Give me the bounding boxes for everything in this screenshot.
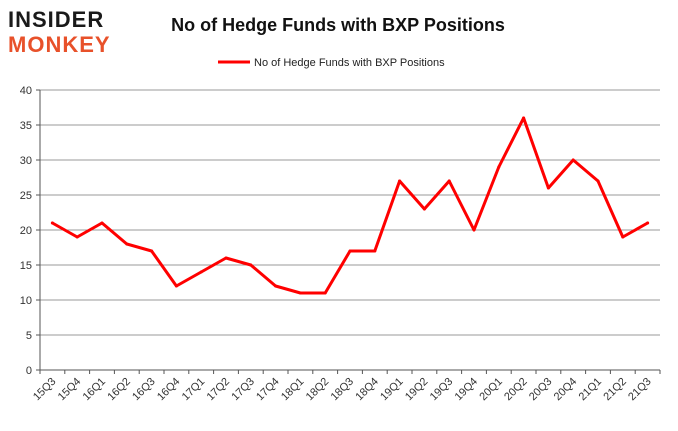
data-point xyxy=(274,284,278,288)
data-point xyxy=(571,158,575,162)
y-tick-labels: 0 5 10 15 20 25 30 35 40 xyxy=(20,85,32,377)
y-tick-label: 5 xyxy=(26,330,32,342)
data-point xyxy=(323,291,327,295)
data-point xyxy=(497,165,501,169)
data-point xyxy=(621,235,625,239)
x-tick-label: 19Q4 xyxy=(453,376,481,404)
y-tick-label: 20 xyxy=(20,225,32,237)
series-line xyxy=(50,116,650,295)
data-point xyxy=(75,235,79,239)
x-tick-label: 18Q4 xyxy=(353,376,381,404)
logo-line-1: INSIDER xyxy=(8,7,104,32)
y-tick-label: 35 xyxy=(20,120,32,132)
x-tick-label: 21Q2 xyxy=(601,376,629,404)
data-point xyxy=(224,256,228,260)
x-tick-label: 21Q1 xyxy=(577,376,605,404)
data-point xyxy=(373,249,377,253)
x-tick-label: 19Q3 xyxy=(428,376,456,404)
data-point xyxy=(125,242,129,246)
data-point xyxy=(447,179,451,183)
y-tick-label: 30 xyxy=(20,155,32,167)
data-point xyxy=(646,221,650,225)
data-point xyxy=(472,228,476,232)
legend-label: No of Hedge Funds with BXP Positions xyxy=(254,57,445,69)
x-tick-label: 18Q3 xyxy=(329,376,357,404)
data-point xyxy=(348,249,352,253)
x-tick-label: 17Q2 xyxy=(205,376,233,404)
data-point xyxy=(298,291,302,295)
y-tick-label: 0 xyxy=(26,365,32,377)
legend: No of Hedge Funds with BXP Positions xyxy=(218,57,445,69)
data-point xyxy=(249,263,253,267)
x-tick-label: 15Q4 xyxy=(56,376,84,404)
x-tick-label: 17Q3 xyxy=(229,376,257,404)
data-series xyxy=(50,116,650,295)
x-tick-label: 17Q1 xyxy=(180,376,208,404)
y-tick-label: 40 xyxy=(20,85,32,97)
x-tick-label: 18Q1 xyxy=(279,376,307,404)
x-tick-labels: 15Q315Q416Q116Q216Q316Q417Q117Q217Q317Q4… xyxy=(31,376,654,404)
data-point xyxy=(546,186,550,190)
data-point xyxy=(422,207,426,211)
data-point xyxy=(50,221,54,225)
data-point xyxy=(596,179,600,183)
x-tick-label: 20Q1 xyxy=(477,376,505,404)
x-tick-label: 16Q1 xyxy=(81,376,109,404)
data-point xyxy=(522,116,526,120)
x-tick-label: 15Q3 xyxy=(31,376,59,404)
axes xyxy=(36,89,661,374)
chart-title: No of Hedge Funds with BXP Positions xyxy=(171,15,505,35)
insider-monkey-logo: INSIDER MONKEY xyxy=(8,7,111,57)
x-tick-label: 16Q2 xyxy=(105,376,133,404)
x-tick-label: 19Q2 xyxy=(403,376,431,404)
data-point xyxy=(174,284,178,288)
data-point xyxy=(398,179,402,183)
data-point xyxy=(100,221,104,225)
logo-line-2: MONKEY xyxy=(8,32,111,57)
x-tick-label: 18Q2 xyxy=(304,376,332,404)
y-tick-label: 10 xyxy=(20,295,32,307)
x-tick-label: 21Q3 xyxy=(626,376,654,404)
data-point xyxy=(199,270,203,274)
data-point xyxy=(150,249,154,253)
y-tick-label: 25 xyxy=(20,190,32,202)
gridlines xyxy=(40,89,660,336)
x-tick-label: 16Q4 xyxy=(155,376,183,404)
x-tick-label: 19Q1 xyxy=(378,376,406,404)
x-tick-label: 20Q3 xyxy=(527,376,555,404)
x-tick-label: 16Q3 xyxy=(130,376,158,404)
x-tick-label: 17Q4 xyxy=(254,376,282,404)
x-tick-label: 20Q4 xyxy=(552,376,580,404)
y-tick-label: 15 xyxy=(20,260,32,272)
x-tick-label: 20Q2 xyxy=(502,376,530,404)
